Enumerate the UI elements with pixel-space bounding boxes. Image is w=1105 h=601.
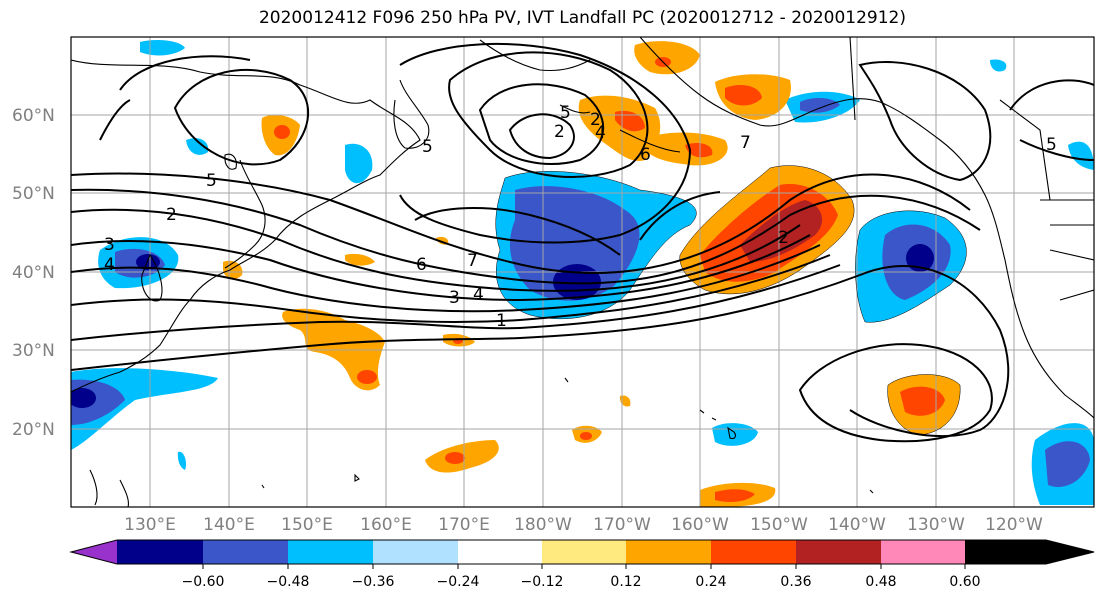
colorbar-tick-label: 0.60 — [949, 574, 980, 590]
lon-label: 130°W — [907, 515, 965, 535]
contour-label: 3 — [104, 235, 115, 255]
colorbar-tick-label: 0.12 — [610, 574, 641, 590]
colorbar-segment — [458, 540, 542, 564]
colorbar: −0.60 −0.48 −0.36 −0.24 −0.12 0.12 0.24 … — [69, 539, 1095, 590]
contour-label: 1 — [496, 311, 507, 331]
lat-label: 20°N — [12, 420, 55, 440]
lon-label: 120°W — [985, 515, 1043, 535]
contour-label: 7 — [740, 133, 751, 153]
contour-label: 3 — [449, 288, 460, 308]
lon-label: 160°E — [360, 515, 412, 535]
contour-label: 2 — [590, 110, 601, 130]
contour-label: 7 — [467, 251, 478, 271]
ivt-contours — [71, 42, 1094, 443]
colorbar-tick-label: −0.48 — [267, 574, 310, 590]
colorbar-tick-label: 0.48 — [865, 574, 896, 590]
colorbar-segment — [796, 540, 881, 564]
lat-label: 30°N — [12, 341, 55, 361]
lon-label: 130°E — [124, 515, 176, 535]
contour-labels: 5 2 3 4 5 7 6 3 4 1 2 5 2 6 2 4 5 7 — [104, 103, 1057, 331]
lat-label: 50°N — [12, 184, 55, 204]
colorbar-segment — [117, 540, 203, 564]
colorbar-tick-label: 0.36 — [780, 574, 811, 590]
colorbar-segment — [71, 540, 117, 564]
contour-label: 6 — [416, 255, 427, 275]
lon-label: 180°W — [514, 515, 572, 535]
lat-label: 40°N — [12, 263, 55, 283]
longitude-labels: 130°E 140°E 150°E 160°E 170°E 180°W 170°… — [124, 515, 1043, 535]
contour-label: 2 — [554, 122, 565, 142]
lon-label: 170°W — [593, 515, 651, 535]
colorbar-tick-label: −0.24 — [437, 574, 480, 590]
lon-label: 160°W — [671, 515, 729, 535]
contour-label: 5 — [1046, 135, 1057, 155]
map-title: 2020012412 F096 250 hPa PV, IVT Landfall… — [258, 8, 906, 28]
lon-label: 140°E — [203, 515, 255, 535]
lon-label: 170°E — [438, 515, 490, 535]
contour-label: 2 — [166, 205, 177, 225]
colorbar-tick-label: −0.12 — [521, 574, 564, 590]
lon-label: 140°W — [828, 515, 886, 535]
lat-label: 60°N — [12, 106, 55, 126]
latitude-labels: 60°N 50°N 40°N 30°N 20°N — [12, 106, 55, 440]
colorbar-segment — [542, 540, 626, 564]
contour-label: 2 — [778, 228, 789, 248]
colorbar-segment — [711, 540, 796, 564]
contour-label: 5 — [206, 171, 217, 191]
colorbar-segment — [965, 540, 1094, 564]
contour-label: 5 — [422, 137, 433, 157]
colorbar-tick-label: 0.24 — [695, 574, 726, 590]
colorbar-segment — [373, 540, 458, 564]
lon-label: 150°W — [750, 515, 808, 535]
colorbar-tick-label: −0.60 — [182, 574, 225, 590]
contour-label: 4 — [473, 285, 484, 305]
colorbar-segment — [626, 540, 711, 564]
colorbar-segment — [288, 540, 373, 564]
map-frame — [70, 36, 1095, 508]
contour-label: 5 — [560, 103, 571, 123]
contour-label: 6 — [640, 145, 651, 165]
colorbar-segment — [881, 540, 965, 564]
contour-label: 4 — [595, 123, 606, 143]
colorbar-segment — [203, 540, 288, 564]
colorbar-ticks — [202, 564, 966, 569]
colorbar-tick-label: −0.36 — [352, 574, 395, 590]
contour-label: 4 — [104, 255, 115, 275]
colorbar-outline — [69, 539, 1095, 565]
lon-label: 150°E — [281, 515, 333, 535]
